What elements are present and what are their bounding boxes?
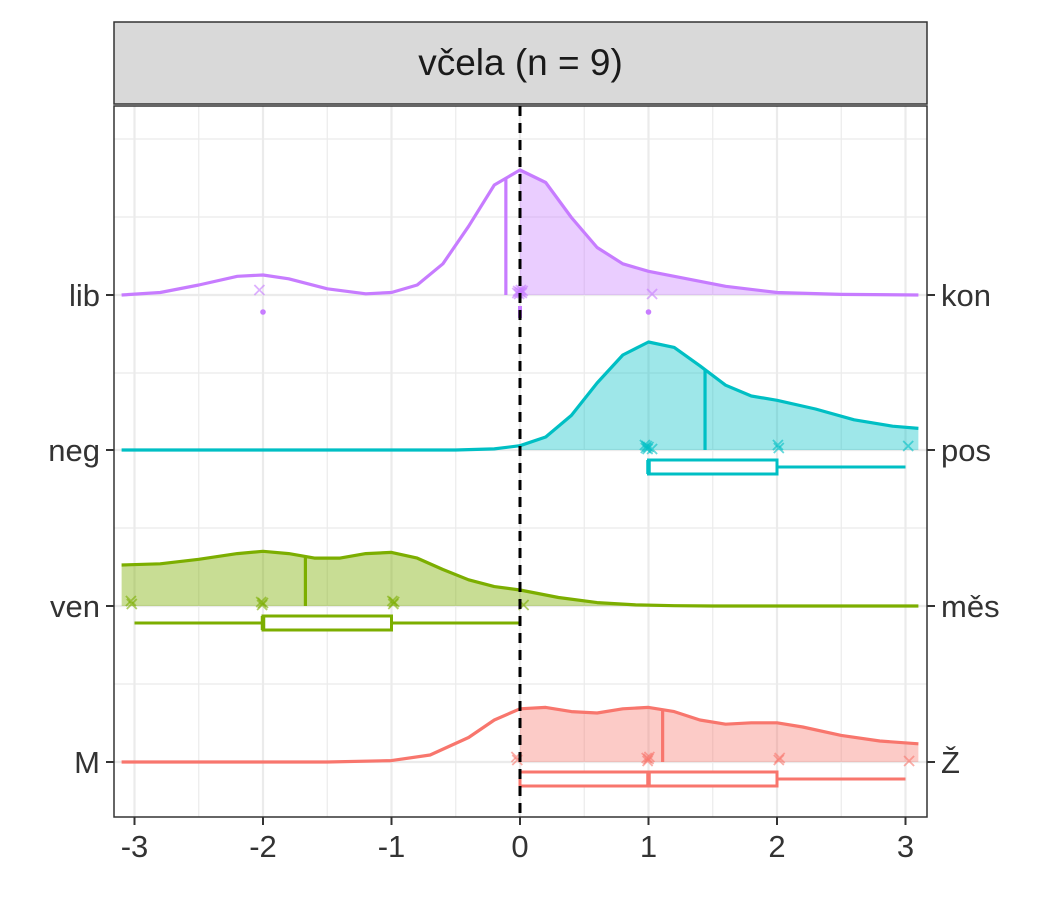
box-iqr — [647, 458, 779, 476]
outlier-point — [260, 309, 266, 315]
observation-point — [388, 596, 400, 608]
axes: -3 -2 -1 0 1 2 3 lib kon neg pos ven měs M Ž — [48, 278, 999, 864]
observation-point — [125, 595, 137, 607]
series-M-Ž — [121, 705, 919, 788]
x-tick-label: 2 — [768, 829, 785, 864]
facet-strip-background — [113, 21, 928, 105]
observation-point — [643, 751, 656, 763]
density-line — [121, 340, 919, 452]
observation-points — [510, 751, 915, 767]
density-fill — [520, 170, 919, 295]
density-fill — [520, 342, 919, 450]
y-tick-label-right: Ž — [941, 745, 960, 780]
boxplot — [134, 614, 520, 632]
y-tick-label-left: lib — [69, 278, 100, 313]
observation-points — [639, 439, 914, 455]
series-layer — [121, 168, 919, 788]
y-tick-label-left: M — [74, 745, 100, 780]
observation-point — [253, 284, 266, 296]
observation-point — [126, 598, 138, 610]
y-tick-label-right: měs — [941, 589, 1000, 624]
x-tick-label: 3 — [897, 829, 914, 864]
y-tick-label-left: neg — [48, 433, 100, 468]
observation-point — [902, 440, 914, 452]
observation-point — [257, 597, 269, 609]
observation-point — [773, 442, 785, 454]
observation-point — [774, 752, 786, 764]
density-line — [121, 549, 919, 608]
facet-strip-title: včela (n = 9) — [418, 42, 623, 83]
x-tick-label: -1 — [378, 829, 406, 864]
observation-point — [646, 288, 658, 300]
x-tick-label: -3 — [121, 829, 149, 864]
series-neg-pos — [121, 340, 919, 476]
x-tick-label: 1 — [640, 829, 657, 864]
boxplot — [646, 458, 906, 476]
density-line — [121, 705, 919, 764]
observation-point — [772, 439, 784, 451]
density-line — [121, 168, 919, 297]
density-fill — [520, 707, 919, 762]
y-tick-label-right: pos — [941, 433, 991, 468]
box-iqr — [261, 614, 393, 632]
x-tick-label: 0 — [511, 829, 528, 864]
y-tick-label-right: kon — [941, 278, 991, 313]
outlier-point — [645, 309, 652, 315]
facet-strip: včela (n = 9) — [113, 21, 928, 105]
density-fill — [121, 551, 919, 606]
series-ven-měs — [121, 549, 919, 632]
observation-points — [125, 595, 530, 611]
x-tick-label: -2 — [249, 829, 277, 864]
observation-point — [646, 443, 658, 455]
y-tick-label-left: ven — [50, 589, 100, 624]
observation-point — [903, 755, 915, 767]
